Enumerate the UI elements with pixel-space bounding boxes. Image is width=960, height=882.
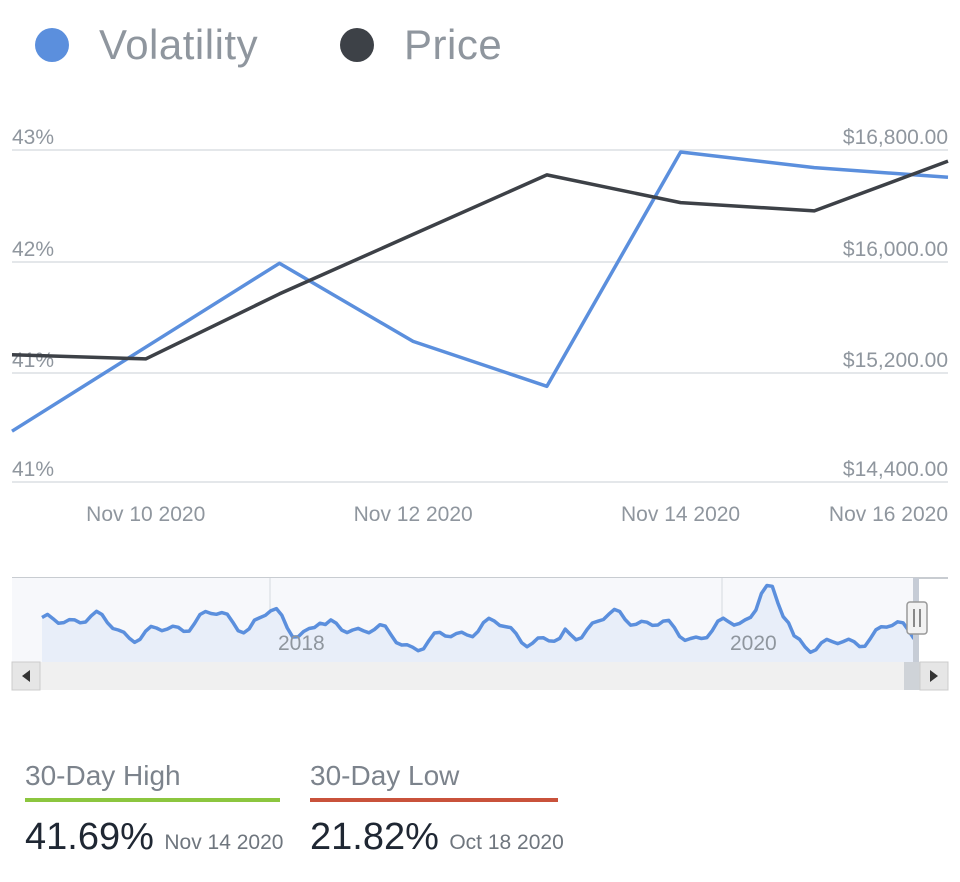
y-right-tick-label-2: $15,200.00: [843, 349, 948, 372]
stat-low-value: 21.82%: [310, 816, 439, 858]
series-lines: [11, 150, 949, 433]
y-right-tick-label-0: $16,800.00: [843, 126, 948, 149]
y-right-tick-label-1: $16,000.00: [843, 238, 948, 261]
y-left-tick-label-2: 41%: [12, 349, 54, 372]
legend-item-volatility[interactable]: Volatility: [35, 20, 258, 70]
navigator-series-line: [41, 583, 916, 655]
right-arrow-icon: [930, 670, 938, 682]
series-line-volatility: [11, 150, 949, 433]
stat-low-label: 30-Day Low: [310, 760, 460, 791]
stat-high-rule: [25, 798, 280, 802]
stat-high-label: 30-Day High: [25, 760, 181, 791]
navigator-area: [42, 585, 914, 662]
axis-ticks: 43% 42% 41% 41% $16,800.00 $16,000.00 $15,200.…: [12, 126, 948, 526]
price-dot-icon: [340, 28, 374, 62]
series-line-price: [11, 159, 949, 361]
y-right-tick-label-3: $14,400.00: [843, 458, 948, 481]
legend-label-price: Price: [404, 21, 503, 68]
navigator-handle[interactable]: [906, 601, 928, 635]
x-tick-label-0: Nov 10 2020: [86, 503, 205, 526]
y-left-tick-label-1: 42%: [12, 238, 54, 261]
legend-label-volatility: Volatility: [99, 21, 259, 68]
range-navigator[interactable]: 2018 2020: [0, 570, 960, 700]
stat-low-rule: [310, 798, 558, 802]
stat-high-value: 41.69%: [25, 816, 154, 858]
x-tick-label-1: Nov 12 2020: [354, 503, 473, 526]
grid-lines: [12, 149, 948, 483]
navigator-scrollbar-track[interactable]: [12, 662, 948, 690]
stat-30-day-low: 30-Day Low 21.82% Oct 18 2020: [310, 760, 564, 859]
x-tick-label-2: Nov 14 2020: [621, 503, 740, 526]
x-tick-label-3: Nov 16 2020: [829, 503, 948, 526]
navigator-year-label-2018: 2018: [278, 632, 325, 655]
left-arrow-icon: [22, 670, 30, 682]
navigator-scrollbar-thumb[interactable]: [904, 662, 920, 690]
y-left-tick-label-3: 41%: [12, 458, 54, 481]
main-line-chart[interactable]: 43% 42% 41% 41% $16,800.00 $16,000.00 $15,200.…: [0, 110, 960, 530]
y-left-tick-label-0: 43%: [12, 126, 54, 149]
stat-low-date: Oct 18 2020: [449, 831, 564, 854]
volatility-dot-icon: [35, 28, 69, 62]
navigator-year-label-2020: 2020: [730, 632, 777, 655]
stat-30-day-high: 30-Day High 41.69% Nov 14 2020: [25, 760, 284, 859]
legend-item-price[interactable]: Price: [340, 20, 502, 70]
chart-legend: Volatility Price: [0, 0, 960, 90]
stat-high-date: Nov 14 2020: [164, 831, 284, 854]
